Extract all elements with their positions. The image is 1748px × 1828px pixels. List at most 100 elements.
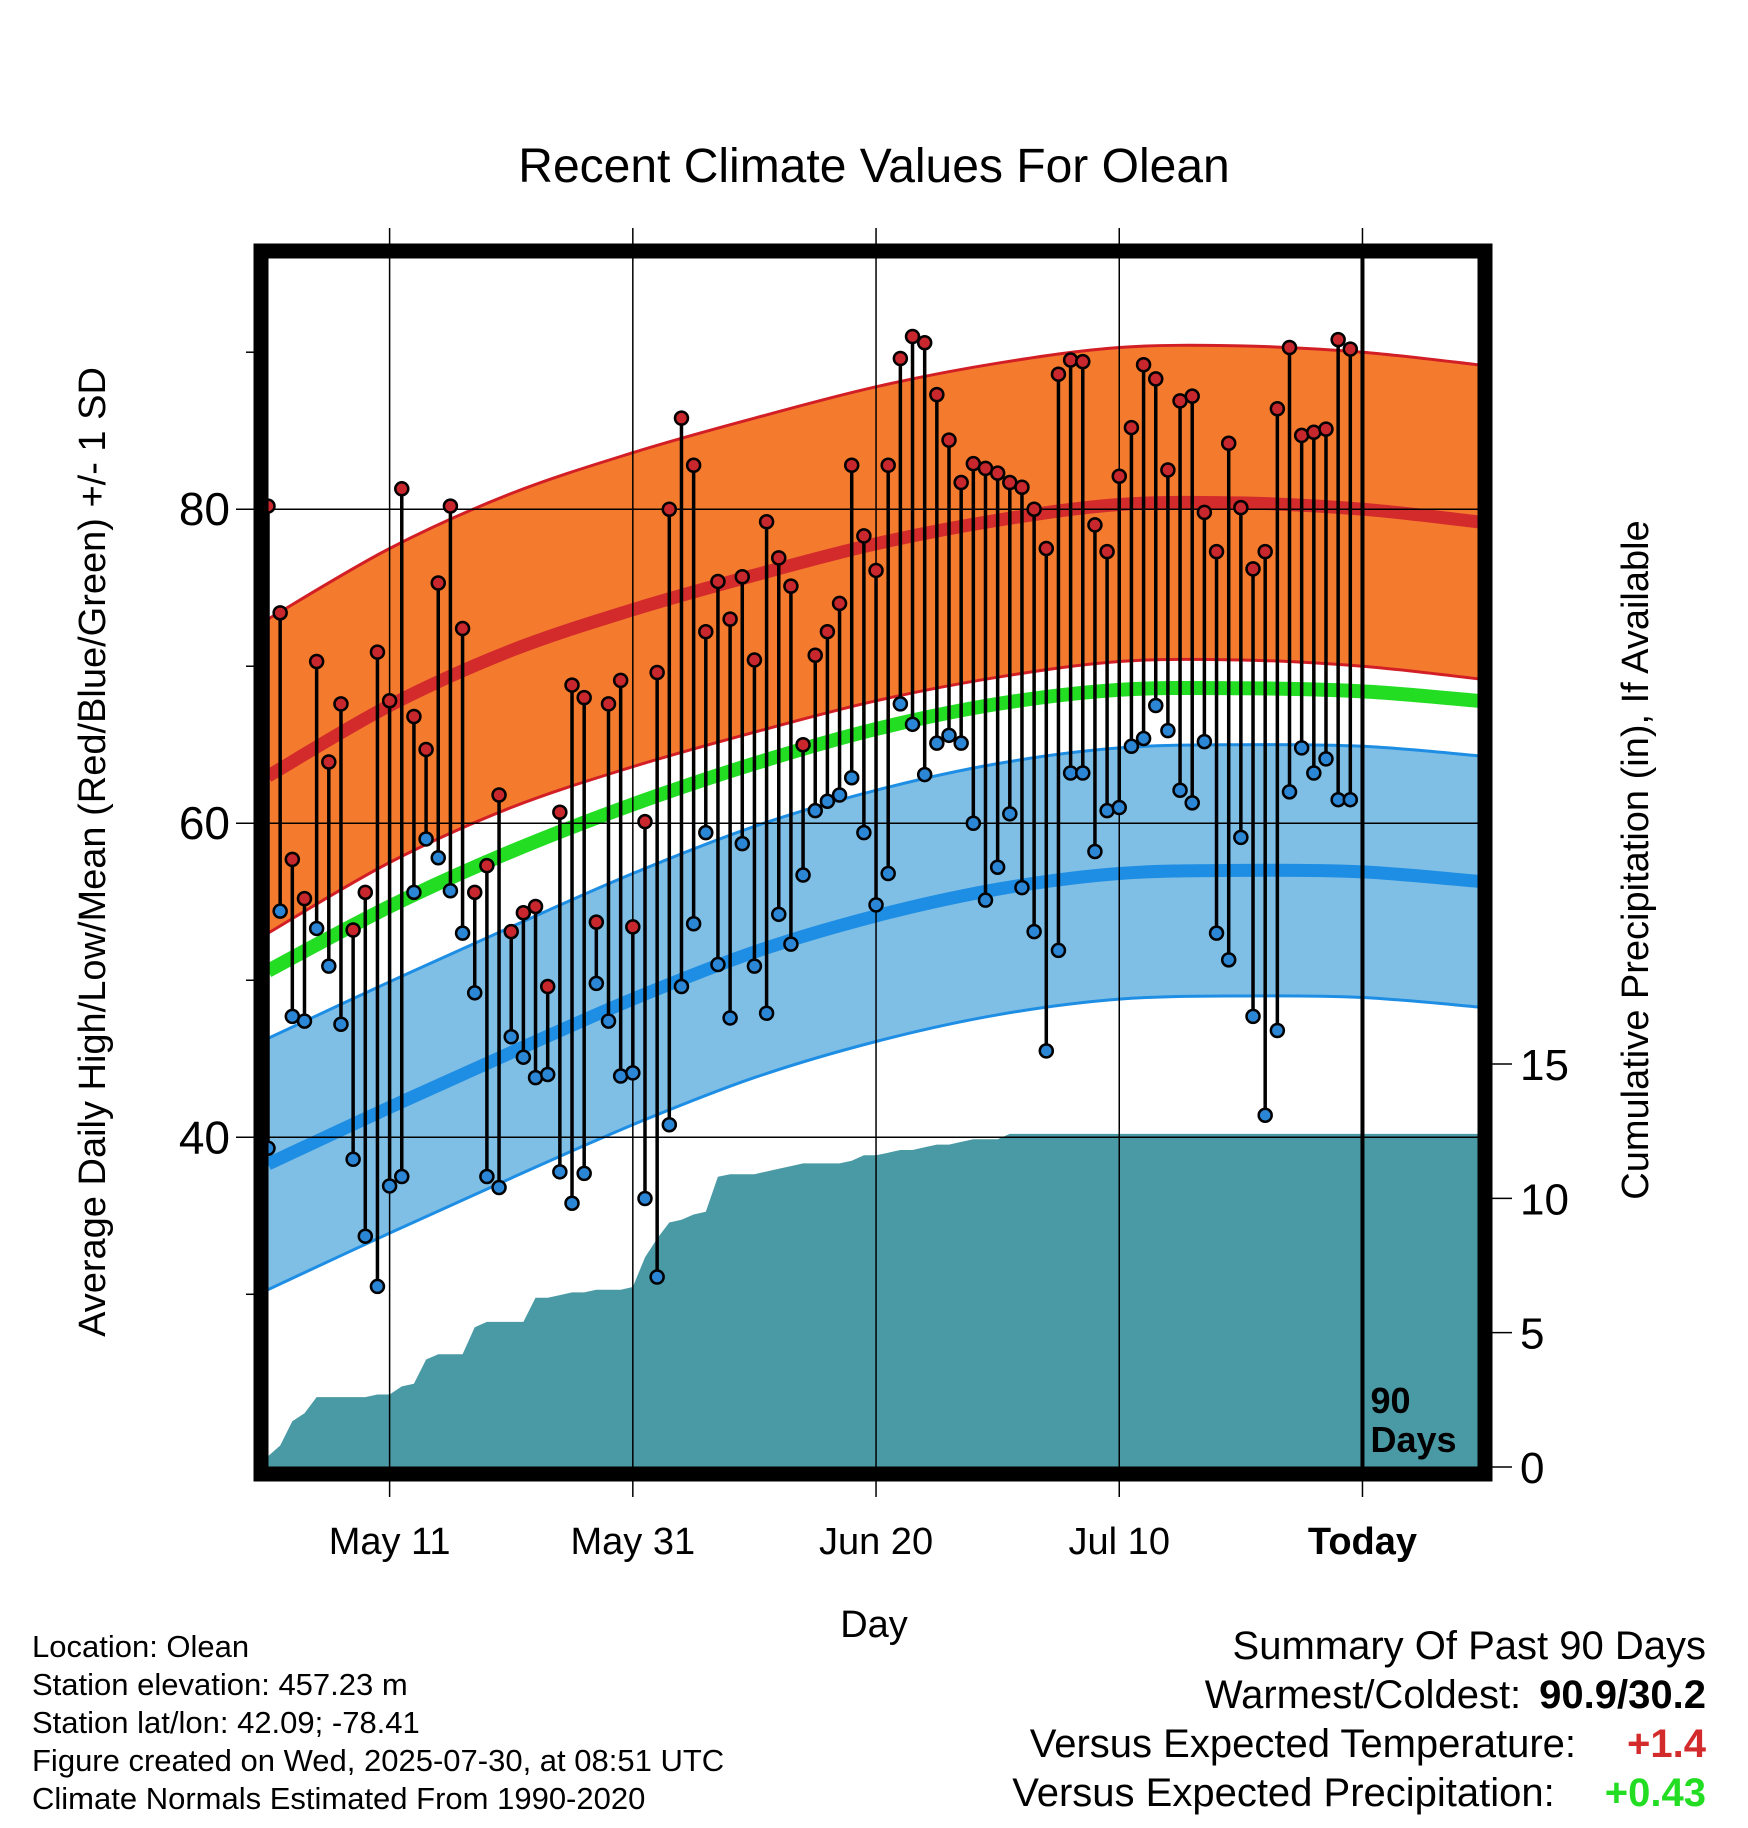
daily-low-point <box>1123 738 1140 755</box>
daily-high-point <box>454 620 471 637</box>
daily-high-point <box>1147 371 1164 387</box>
warm-cold-value: 90.9/30.2 <box>1539 1673 1706 1717</box>
daily-high-point <box>807 647 823 663</box>
daily-low-point <box>1245 1008 1261 1025</box>
daily-high-point <box>916 335 933 351</box>
daily-high-point <box>710 573 726 590</box>
low-normal-band <box>268 744 1478 1290</box>
daily-low-point <box>491 1179 507 1196</box>
daily-low-point <box>1075 765 1091 781</box>
daily-high-point <box>564 677 580 693</box>
daily-low-point <box>394 1168 410 1185</box>
daily-high-point <box>783 578 799 594</box>
daily-high-point <box>1087 517 1103 533</box>
latlon-text: Station lat/lon: 42.09; -78.41 <box>32 1705 420 1740</box>
daily-high-point <box>1135 357 1152 373</box>
daily-high-point <box>527 898 544 915</box>
normals-text: Climate Normals Estimated From 1990-2020 <box>32 1781 646 1816</box>
daily-low-point <box>1306 765 1322 781</box>
daily-high-point <box>771 550 787 566</box>
daily-low-point <box>746 958 763 974</box>
daily-high-point <box>491 787 507 803</box>
daily-high-point <box>649 664 665 681</box>
daily-high-point <box>661 501 678 517</box>
daily-low-point <box>904 716 921 733</box>
daily-high-point <box>1160 462 1176 478</box>
summary-heading: Summary Of Past 90 Days <box>1232 1624 1706 1668</box>
x-tick-label: Today <box>1308 1521 1417 1563</box>
daily-high-point <box>1050 366 1067 382</box>
daily-high-point <box>1038 540 1055 557</box>
daily-high-point <box>430 575 447 591</box>
daily-low-point <box>333 1016 349 1032</box>
daily-high-point <box>503 923 519 940</box>
y2-tick-label: 10 <box>1520 1175 1569 1224</box>
daily-high-point <box>1318 421 1334 437</box>
daily-high-point <box>795 736 811 753</box>
x-tick-label: May 11 <box>329 1521 451 1563</box>
daily-high-point <box>843 457 860 474</box>
warm-cold-label: Warmest/Coldest: <box>1204 1673 1522 1717</box>
daily-low-point <box>503 1029 519 1045</box>
daily-low-point <box>430 850 447 866</box>
daily-low-point <box>357 1228 374 1244</box>
y-tick-label: 60 <box>179 797 230 849</box>
daily-low-point <box>1318 751 1334 767</box>
plot-frame <box>253 243 1493 1482</box>
daily-low-point <box>272 903 288 919</box>
daily-low-point <box>1208 925 1225 941</box>
daily-high-point <box>272 605 288 621</box>
daily-low-point <box>406 884 422 901</box>
chart-title: Recent Climate Values For Olean <box>518 140 1229 193</box>
daily-low-point <box>515 1049 532 1065</box>
y2-axis-label: Cumulative Precipitation (in), If Availa… <box>1615 520 1657 1199</box>
daily-low-point <box>576 1165 592 1182</box>
daily-high-point <box>880 457 896 474</box>
daily-high-point <box>418 741 434 758</box>
daily-high-point <box>1075 353 1091 370</box>
daily-high-point <box>1269 400 1286 417</box>
daily-high-point <box>1099 543 1115 560</box>
daily-low-point <box>673 978 690 995</box>
daily-low-point <box>710 956 726 973</box>
daily-high-point <box>1257 543 1273 560</box>
daily-high-point <box>600 696 617 712</box>
daily-high-point <box>941 432 957 448</box>
daily-high-point <box>868 562 884 579</box>
daily-low-point <box>965 815 982 831</box>
daily-high-point <box>722 611 738 627</box>
daily-high-point <box>637 813 653 830</box>
daily-high-point <box>1208 543 1225 560</box>
x-tick-label: May 31 <box>571 1521 696 1563</box>
daily-high-point <box>466 884 483 901</box>
daily-low-point <box>831 787 848 803</box>
daily-low-point <box>308 920 325 937</box>
daily-high-point <box>369 644 386 660</box>
daily-high-point <box>1330 331 1346 348</box>
daily-low-point <box>892 696 909 712</box>
x-tick-label: Jun 20 <box>819 1521 933 1563</box>
precip-anomaly-value: +0.43 <box>1604 1771 1706 1815</box>
daily-low-point <box>1111 799 1128 816</box>
daily-low-point <box>1184 795 1200 811</box>
y2-tick-label: 0 <box>1520 1444 1544 1493</box>
daily-high-point <box>929 386 945 403</box>
precip-area <box>268 1133 1478 1467</box>
daily-high-point <box>515 904 532 921</box>
daily-low-point <box>442 883 459 899</box>
daily-low-point <box>783 936 799 952</box>
temp-anomaly-value: +1.4 <box>1627 1722 1706 1766</box>
daily-high-point <box>308 653 325 670</box>
x-axis-label: Day <box>840 1604 908 1646</box>
daily-high-point <box>284 851 301 868</box>
summary-precip-row: Versus Expected Precipitation: +0.43 <box>1012 1769 1706 1818</box>
daily-high-point <box>552 804 568 821</box>
daily-high-point <box>357 884 374 901</box>
daily-high-point <box>442 498 459 514</box>
daily-high-point <box>1123 419 1140 436</box>
daily-low-point <box>734 835 751 852</box>
daily-high-point <box>345 922 361 938</box>
x-tick-label: Jul 10 <box>1069 1521 1170 1563</box>
